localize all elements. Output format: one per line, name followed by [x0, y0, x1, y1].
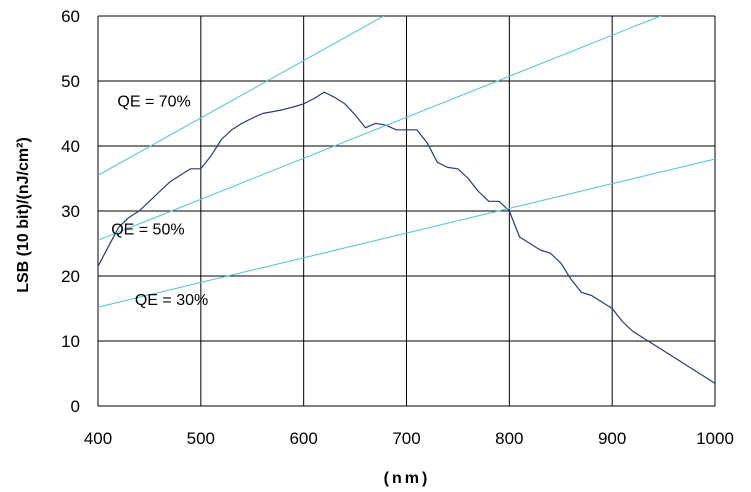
- qe-annotation: QE = 30%: [135, 292, 208, 309]
- y-axis-label: LSB (10 bit)/(nJ/cm²): [15, 137, 32, 293]
- x-tick-label: 900: [598, 429, 626, 448]
- y-tick-label: 40: [61, 137, 80, 156]
- series-line-qe-1: [98, 16, 385, 176]
- qe-annotation: QE = 50%: [111, 222, 184, 239]
- x-tick-label: 600: [289, 429, 317, 448]
- series-line-sensor: [98, 91, 715, 384]
- y-tick-label: 30: [61, 202, 80, 221]
- annotations: QE = 70% QE = 50% QE = 30%: [111, 94, 208, 309]
- qe-annotation: QE = 70%: [117, 94, 190, 111]
- series-line-qe-2: [98, 16, 662, 241]
- x-tick-label: 1000: [696, 429, 734, 448]
- y-tick-label: 10: [61, 332, 80, 351]
- x-axis-label: (nm): [384, 470, 431, 487]
- y-tick-label: 20: [61, 267, 80, 286]
- series-group: [98, 16, 715, 384]
- y-tick-label: 60: [61, 7, 80, 26]
- grid: [97, 15, 716, 407]
- x-tick-label: 800: [495, 429, 523, 448]
- series-line-qe-3: [98, 158, 715, 308]
- tick-labels: 400 500 600 700 800 900 1000 0 10 20 30 40 50 60: [61, 7, 734, 448]
- y-tick-label: 0: [71, 397, 80, 416]
- x-tick-label: 400: [84, 429, 112, 448]
- y-tick-label: 50: [61, 72, 80, 91]
- x-tick-label: 500: [187, 429, 215, 448]
- x-tick-label: 700: [392, 429, 420, 448]
